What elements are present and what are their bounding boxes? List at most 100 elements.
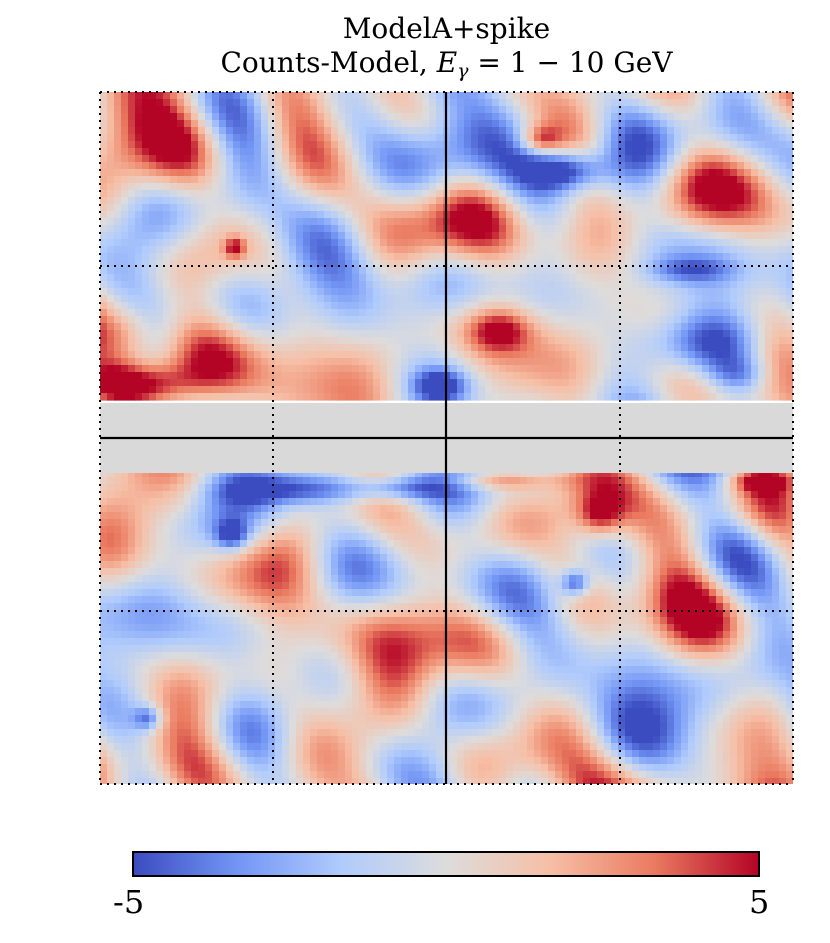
map-pixel (401, 162, 409, 170)
map-pixel (394, 393, 402, 401)
map-pixel (471, 386, 479, 394)
map-pixel (401, 92, 409, 100)
map-pixel (170, 302, 178, 310)
map-pixel (534, 246, 542, 254)
map-pixel (618, 253, 626, 261)
map-pixel (156, 246, 164, 254)
map-pixel (436, 386, 444, 394)
map-pixel (646, 316, 654, 324)
map-pixel (464, 477, 472, 485)
map-pixel (219, 372, 227, 380)
map-pixel (450, 183, 458, 191)
map-pixel (765, 204, 773, 212)
map-pixel (261, 477, 269, 485)
map-pixel (758, 267, 766, 275)
map-pixel (450, 491, 458, 499)
map-pixel (618, 386, 626, 394)
map-pixel (282, 505, 290, 513)
map-pixel (114, 134, 122, 142)
map-pixel (744, 246, 752, 254)
map-pixel (751, 274, 759, 282)
map-pixel (520, 260, 528, 268)
map-pixel (310, 288, 318, 296)
map-pixel (604, 393, 612, 401)
map-pixel (639, 211, 647, 219)
map-pixel (485, 218, 493, 226)
map-pixel (702, 239, 710, 247)
map-pixel (660, 211, 668, 219)
map-pixel (555, 155, 563, 163)
map-pixel (380, 477, 388, 485)
map-pixel (744, 148, 752, 156)
map-pixel (359, 365, 367, 373)
map-pixel (114, 498, 122, 506)
map-pixel (177, 92, 185, 100)
map-pixel (345, 169, 353, 177)
map-pixel (457, 477, 465, 485)
map-pixel (681, 141, 689, 149)
map-pixel (352, 176, 360, 184)
map-pixel (639, 225, 647, 233)
map-pixel (380, 295, 388, 303)
map-pixel (590, 295, 598, 303)
map-pixel (625, 155, 633, 163)
map-pixel (317, 470, 325, 478)
map-pixel (429, 491, 437, 499)
map-pixel (723, 351, 731, 359)
map-pixel (366, 295, 374, 303)
map-pixel (352, 344, 360, 352)
map-pixel (471, 316, 479, 324)
map-pixel (170, 365, 178, 373)
map-pixel (569, 470, 577, 478)
map-pixel (457, 120, 465, 128)
map-pixel (548, 337, 556, 345)
map-pixel (471, 281, 479, 289)
map-pixel (688, 281, 696, 289)
map-pixel (226, 344, 234, 352)
map-pixel (317, 239, 325, 247)
map-pixel (730, 113, 738, 121)
map-pixel (772, 323, 780, 331)
map-pixel (191, 176, 199, 184)
map-pixel (660, 218, 668, 226)
map-pixel (534, 162, 542, 170)
map-pixel (597, 190, 605, 198)
map-pixel (191, 134, 199, 142)
map-pixel (338, 512, 346, 520)
map-pixel (541, 225, 549, 233)
map-pixel (618, 498, 626, 506)
map-pixel (345, 512, 353, 520)
map-pixel (541, 505, 549, 513)
map-pixel (163, 351, 171, 359)
map-pixel (513, 470, 521, 478)
map-pixel (254, 302, 262, 310)
map-pixel (730, 190, 738, 198)
map-pixel (387, 106, 395, 114)
map-pixel (450, 134, 458, 142)
map-pixel (527, 162, 535, 170)
map-pixel (338, 267, 346, 275)
map-pixel (772, 337, 780, 345)
map-pixel (380, 120, 388, 128)
map-pixel (716, 239, 724, 247)
map-pixel (450, 120, 458, 128)
map-pixel (464, 323, 472, 331)
map-pixel (219, 267, 227, 275)
map-pixel (121, 484, 129, 492)
map-pixel (289, 365, 297, 373)
map-pixel (177, 477, 185, 485)
map-pixel (135, 302, 143, 310)
map-pixel (247, 274, 255, 282)
map-pixel (142, 92, 150, 100)
map-pixel (331, 92, 339, 100)
map-pixel (345, 183, 353, 191)
map-pixel (772, 155, 780, 163)
map-pixel (597, 232, 605, 240)
map-pixel (408, 169, 416, 177)
map-pixel (247, 253, 255, 261)
map-pixel (667, 267, 675, 275)
map-pixel (394, 218, 402, 226)
map-pixel (282, 134, 290, 142)
map-pixel (240, 183, 248, 191)
map-pixel (744, 253, 752, 261)
